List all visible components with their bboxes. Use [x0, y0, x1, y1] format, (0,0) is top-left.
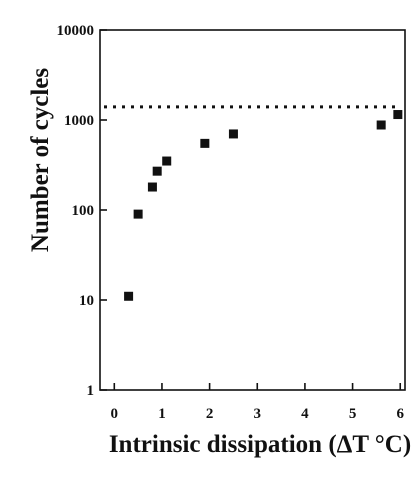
data-point	[147, 182, 157, 192]
x-tick-label: 0	[111, 406, 119, 422]
data-point	[133, 209, 143, 219]
x-axis-title: Intrinsic dissipation (ΔT °C)	[109, 431, 411, 458]
y-axis-ticks: 1 10 100 1000 10000	[57, 23, 107, 399]
x-tick-label: 2	[206, 406, 214, 422]
data-point	[376, 120, 386, 130]
x-tick-label: 6	[396, 406, 404, 422]
plot-frame	[99, 29, 406, 391]
y-tick-label: 10	[79, 293, 94, 309]
x-axis-ticks: 0 1 2 3 4 5 6	[111, 383, 404, 422]
y-tick-label: 1	[87, 383, 95, 399]
y-tick-label: 10000	[57, 23, 95, 39]
x-tick-label: 5	[349, 406, 357, 422]
x-tick-label: 4	[301, 406, 309, 422]
data-points	[124, 110, 403, 301]
data-point	[393, 110, 403, 120]
data-point	[152, 166, 162, 176]
y-axis-title: Number of cycles	[27, 68, 54, 252]
data-point	[162, 156, 172, 166]
data-point	[200, 138, 210, 148]
y-tick-label: 100	[72, 203, 95, 219]
x-tick-label: 3	[254, 406, 262, 422]
data-point	[228, 129, 238, 139]
data-point	[124, 291, 134, 301]
x-tick-label: 1	[158, 406, 166, 422]
y-tick-label: 1000	[64, 113, 94, 129]
